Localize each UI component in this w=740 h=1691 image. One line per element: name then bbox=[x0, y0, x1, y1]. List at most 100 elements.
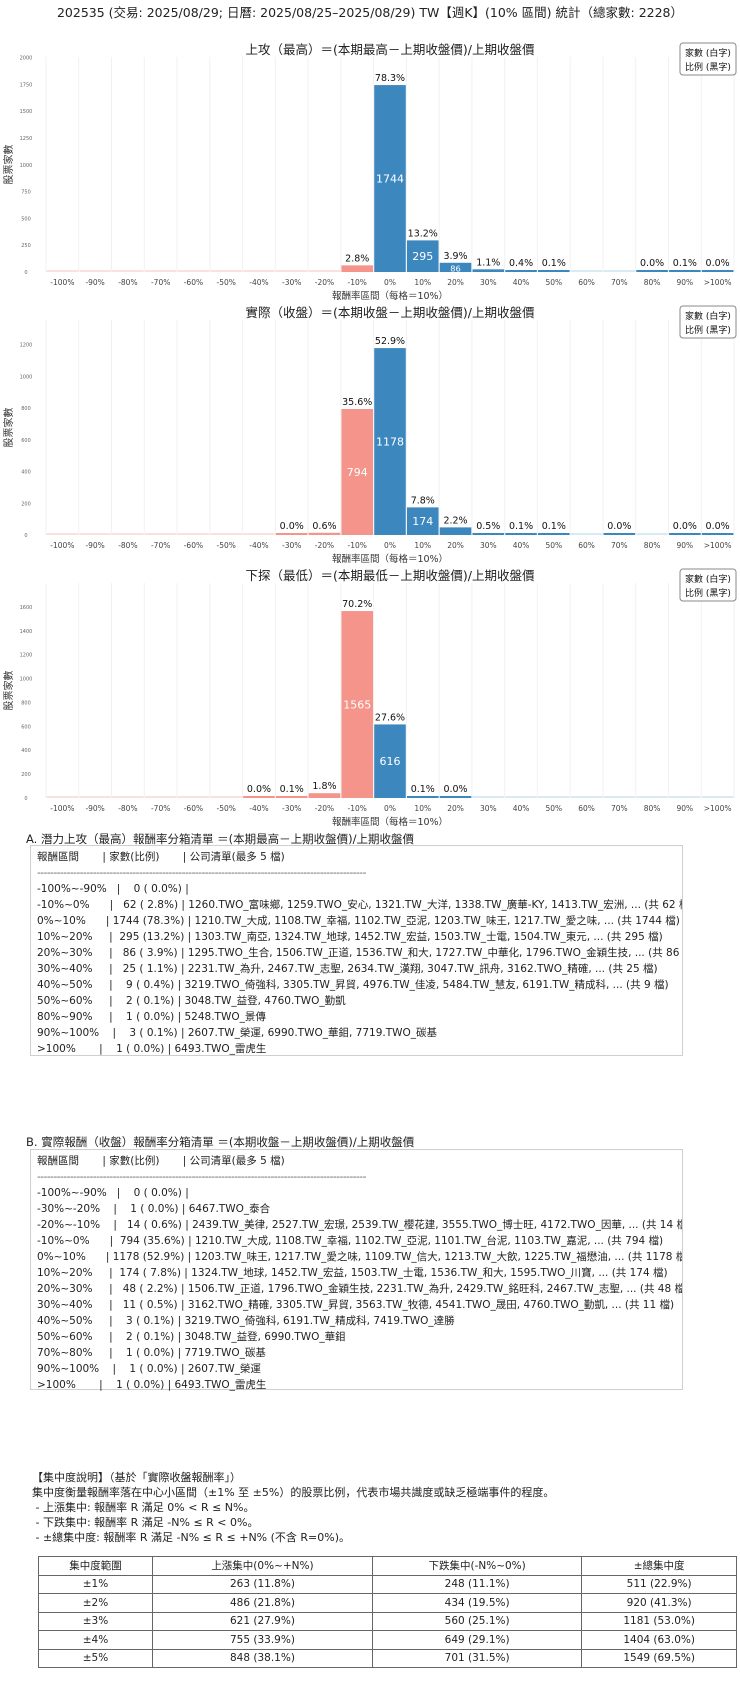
concentration-total-def: - ±總集中度: 報酬率 R 滿足 -N% ≤ R ≤ +N% (不含 R=0%… bbox=[32, 1531, 351, 1544]
bar-percent-label: 0.0% bbox=[706, 258, 730, 269]
x-tick-label: 20% bbox=[447, 278, 464, 287]
bar-baseline bbox=[177, 533, 210, 535]
bar bbox=[669, 533, 701, 535]
col-range: 集中度範圍 bbox=[38, 1556, 153, 1576]
legend-count: 家數 (白字) bbox=[685, 573, 731, 585]
list-row: 40%~50% | 9 ( 0.4%) | 3219.TWO_倚強科, 3305… bbox=[37, 979, 669, 991]
list-header: 報酬區間 | 家數(比例) | 公司清單(最多 5 檔) bbox=[37, 851, 285, 863]
bar-percent-label: 13.2% bbox=[408, 228, 438, 239]
legend-percent: 比例 (黑字) bbox=[685, 61, 731, 73]
table-cell: ±2% bbox=[38, 1593, 153, 1613]
list-row: -30%~-20% | 1 ( 0.0%) | 6467.TWO_泰合 bbox=[37, 1203, 271, 1215]
bar-baseline bbox=[177, 796, 210, 798]
bar bbox=[308, 532, 341, 535]
x-tick-label: 80% bbox=[644, 278, 661, 287]
chart-title: 實際（收盤）＝(本期收盤－上期收盤價)/上期收盤價 bbox=[246, 305, 535, 320]
table-row: ±2% 486 (21.8%) 434 (19.5%) 920 (41.3%) bbox=[38, 1593, 737, 1613]
y-tick-label: 1500 bbox=[20, 109, 33, 115]
section-a-list: 報酬區間 | 家數(比例) | 公司清單(最多 5 檔) -----------… bbox=[30, 845, 683, 1056]
x-tick-label: -80% bbox=[118, 541, 137, 550]
bar bbox=[472, 269, 505, 272]
bar bbox=[472, 533, 505, 535]
table-row: ±5% 848 (38.1%) 701 (31.5%) 1549 (69.5%) bbox=[38, 1648, 737, 1668]
list-row: 40%~50% | 3 ( 0.1%) | 3219.TWO_倚強科, 6191… bbox=[37, 1315, 455, 1327]
x-tick-label: 50% bbox=[545, 541, 562, 550]
table-cell: ±5% bbox=[38, 1648, 153, 1668]
x-tick-label: 90% bbox=[677, 278, 694, 287]
table-row: ±4% 755 (33.9%) 649 (29.1%) 1404 (63.0%) bbox=[38, 1630, 737, 1650]
bar-count-label: 794 bbox=[347, 466, 368, 479]
bar-baseline bbox=[701, 796, 734, 798]
bar-baseline bbox=[112, 533, 144, 535]
bar-baseline bbox=[243, 533, 275, 535]
bar-baseline bbox=[570, 796, 603, 798]
x-tick-label: -90% bbox=[85, 278, 104, 287]
bar-percent-label: 3.9% bbox=[443, 251, 467, 262]
list-header: 報酬區間 | 家數(比例) | 公司清單(最多 5 檔) bbox=[37, 1155, 285, 1167]
y-tick-label: 1000 bbox=[20, 677, 33, 683]
legend-box bbox=[679, 42, 737, 76]
bar-percent-label: 0.1% bbox=[509, 521, 533, 532]
list-row: -10%~0% | 794 (35.6%) | 1210.TW_大成, 1108… bbox=[37, 1235, 664, 1247]
x-tick-label: -10% bbox=[348, 541, 367, 550]
table-cell: 848 (38.1%) bbox=[151, 1648, 373, 1668]
y-tick-label: 200 bbox=[21, 501, 31, 507]
bar-percent-label: 0.4% bbox=[509, 258, 533, 269]
table-header-row: 集中度範圍 上漲集中(0%~+N%) 下跌集中(-N%~0%) ±總集中度 bbox=[38, 1556, 737, 1576]
bar-percent-label: 35.6% bbox=[342, 397, 372, 408]
bar-count-label: 1565 bbox=[343, 699, 371, 712]
table-cell: ±3% bbox=[38, 1611, 153, 1631]
x-tick-label: -70% bbox=[151, 278, 170, 287]
col-total: ±總集中度 bbox=[581, 1556, 737, 1576]
legend-percent: 比例 (黑字) bbox=[685, 324, 731, 336]
concentration-explanation: 【集中度說明】（基於「實際收盤報酬率」） 集中度衡量報酬率落在中心小區間（±1%… bbox=[32, 1470, 554, 1545]
y-tick-label: 1400 bbox=[20, 629, 33, 635]
x-tick-label: -50% bbox=[216, 804, 235, 813]
bar-count-label: 1178 bbox=[376, 436, 404, 449]
x-tick-label: -10% bbox=[348, 804, 367, 813]
x-tick-label: 40% bbox=[513, 541, 530, 550]
table-cell: 486 (21.8%) bbox=[151, 1593, 373, 1613]
y-tick-label: 2000 bbox=[20, 56, 33, 62]
y-tick-label: 600 bbox=[21, 724, 31, 730]
list-row: 50%~60% | 2 ( 0.1%) | 3048.TW_益登, 6990.T… bbox=[37, 1331, 346, 1343]
list-row: 80%~90% | 1 ( 0.0%) | 5248.TWO_景傳 bbox=[37, 1011, 266, 1023]
x-tick-label: -70% bbox=[151, 804, 170, 813]
x-tick-label: 90% bbox=[677, 541, 694, 550]
x-tick-label: 60% bbox=[578, 541, 595, 550]
bar-baseline bbox=[636, 533, 668, 535]
table-cell: 248 (11.1%) bbox=[371, 1574, 583, 1594]
x-axis-label: 報酬率區間（每格＝10%） bbox=[332, 290, 448, 302]
section-b-list: 報酬區間 | 家數(比例) | 公司清單(最多 5 檔) -----------… bbox=[30, 1149, 683, 1391]
bar-baseline bbox=[636, 796, 668, 798]
bar bbox=[374, 348, 406, 535]
table-cell: 755 (33.9%) bbox=[151, 1630, 373, 1650]
y-tick-label: 1250 bbox=[20, 136, 33, 142]
x-axis-label: 報酬率區間（每格＝10%） bbox=[332, 553, 448, 565]
x-tick-label: -90% bbox=[85, 541, 104, 550]
y-tick-label: 1000 bbox=[20, 374, 33, 380]
x-tick-label: -40% bbox=[249, 278, 268, 287]
bar-baseline bbox=[603, 270, 636, 272]
y-tick-label: 400 bbox=[21, 470, 31, 476]
y-tick-label: 0 bbox=[24, 533, 27, 539]
y-tick-label: 400 bbox=[21, 748, 31, 754]
table-row: ±1% 263 (11.8%) 248 (11.1%) 511 (22.9%) bbox=[38, 1574, 737, 1594]
bar bbox=[374, 724, 406, 798]
bar-baseline bbox=[46, 270, 79, 272]
legend-box bbox=[679, 305, 737, 339]
bar-baseline bbox=[79, 533, 111, 535]
bar-baseline bbox=[538, 796, 570, 798]
x-tick-label: 0% bbox=[384, 278, 396, 287]
x-tick-label: 80% bbox=[644, 541, 661, 550]
table-cell: 511 (22.9%) bbox=[581, 1574, 737, 1594]
bar-percent-label: 0.0% bbox=[607, 521, 631, 532]
table-cell: 1181 (53.0%) bbox=[581, 1611, 737, 1631]
legend-box bbox=[679, 568, 737, 602]
x-tick-label: 70% bbox=[611, 804, 628, 813]
bar-baseline bbox=[79, 796, 111, 798]
bar-percent-label: 0.6% bbox=[312, 521, 336, 532]
list-row: 10%~20% | 295 (13.2%) | 1303.TW_南亞, 1324… bbox=[37, 931, 663, 943]
bar bbox=[701, 533, 734, 535]
x-tick-label: 0% bbox=[384, 541, 396, 550]
